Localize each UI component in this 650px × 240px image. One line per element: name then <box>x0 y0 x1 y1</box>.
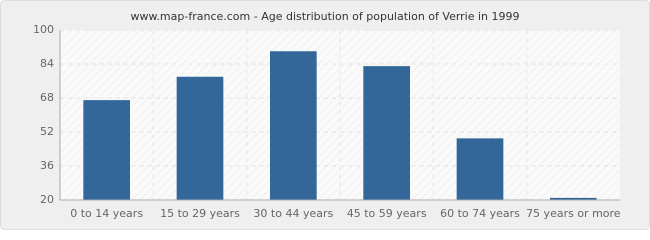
x-tick-label: 75 years or more <box>526 207 621 220</box>
bar <box>83 100 130 200</box>
y-tick-label: 52 <box>40 125 54 138</box>
y-tick-label: 36 <box>40 159 54 172</box>
y-tick-label: 100 <box>33 23 54 36</box>
x-tick-label: 0 to 14 years <box>70 207 143 220</box>
chart-title: www.map-france.com - Age distribution of… <box>130 10 519 23</box>
bar <box>176 76 224 200</box>
bar <box>363 66 410 200</box>
x-tick-label: 60 to 74 years <box>440 207 520 220</box>
y-tick-label: 68 <box>40 91 54 104</box>
y-tick-label: 84 <box>40 57 54 70</box>
x-tick-label: 30 to 44 years <box>253 207 333 220</box>
y-tick-label: 20 <box>40 193 54 206</box>
x-tick-label: 15 to 29 years <box>160 207 240 220</box>
bar <box>550 197 597 200</box>
bar <box>456 138 504 200</box>
plot-area <box>60 30 620 200</box>
chart: www.map-france.com - Age distribution of… <box>0 0 650 230</box>
x-tick-label: 45 to 59 years <box>347 207 427 220</box>
bar <box>270 51 317 200</box>
